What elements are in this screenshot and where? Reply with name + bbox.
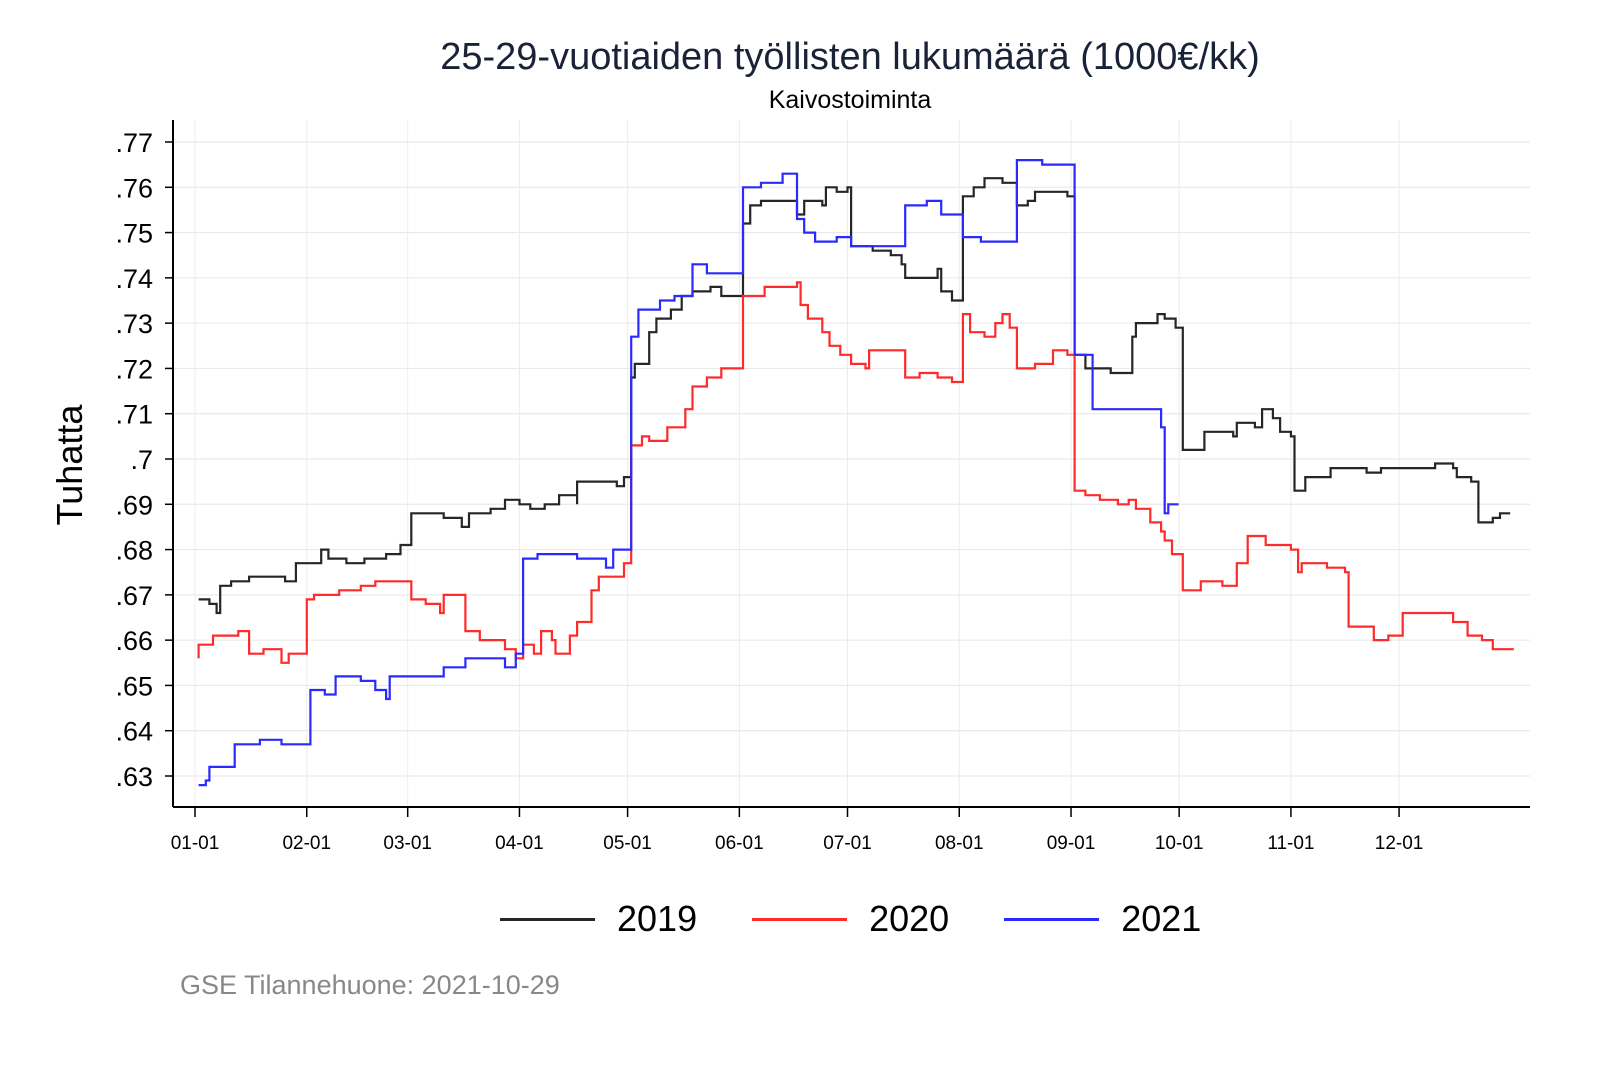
y-tick-label: .77 (115, 128, 153, 158)
series-line-2021 (198, 159, 1179, 787)
x-tick-label: 08-01 (935, 833, 984, 854)
x-tick-label: 09-01 (1047, 833, 1096, 854)
series-line-2019 (198, 177, 1511, 615)
legend-swatch-2019 (500, 917, 595, 921)
x-tick-label: 12-01 (1375, 833, 1424, 854)
legend-swatch-2020 (752, 917, 848, 921)
y-tick-label: .73 (115, 309, 153, 339)
grid (173, 120, 1530, 807)
y-tick-label: .65 (115, 671, 153, 701)
y-tick-label: .72 (115, 354, 153, 384)
y-tick-label: .63 (115, 762, 153, 792)
y-tick-label: .76 (115, 173, 153, 203)
legend-item-2019: 2019 (500, 898, 697, 940)
x-tick-label: 03-01 (383, 833, 432, 854)
x-tick-label: 06-01 (715, 833, 764, 854)
y-tick-label: .64 (115, 717, 153, 747)
source-note: GSE Tilannehuone: 2021-10-29 (180, 970, 560, 1000)
legend-swatch-2021 (1004, 917, 1100, 921)
legend-label: 2019 (617, 898, 698, 939)
legend-label: 2020 (869, 898, 950, 939)
y-tick-label: .68 (115, 536, 153, 566)
y-tick-label: .74 (115, 264, 153, 294)
legend-label: 2021 (1121, 898, 1202, 939)
chart-title: 25-29-vuotiaiden työllisten lukumäärä (1… (440, 36, 1260, 78)
x-tick-label: 11-01 (1267, 833, 1314, 854)
x-tick-label: 01-01 (171, 833, 220, 854)
x-tick-label: 02-01 (282, 833, 331, 854)
chart-subtitle: Kaivostoiminta (768, 86, 932, 114)
y-tick-label: .75 (115, 219, 153, 249)
legend-item-2021: 2021 (1004, 898, 1201, 940)
y-tick-label: .71 (115, 400, 153, 430)
x-tick-label: 07-01 (823, 833, 872, 854)
x-tick-label: 05-01 (603, 833, 652, 854)
series-line-2020 (197, 281, 1514, 664)
series-lines (197, 159, 1514, 787)
x-tick-label: 10-01 (1155, 833, 1204, 854)
axes: .63 .64 .65 .66 .67 .68 .69 .7 .71 .72 .73 .74 .75 .7… (115, 120, 1530, 854)
y-tick-label: .67 (115, 581, 153, 611)
x-tick-label: 04-01 (495, 833, 544, 854)
legend-item-2020: 2020 (752, 898, 949, 940)
y-tick-label: .66 (115, 626, 153, 656)
y-tick-label: .69 (115, 490, 153, 520)
y-tick-label: .7 (130, 445, 153, 475)
legend: 2019 2020 2021 (500, 898, 1256, 940)
